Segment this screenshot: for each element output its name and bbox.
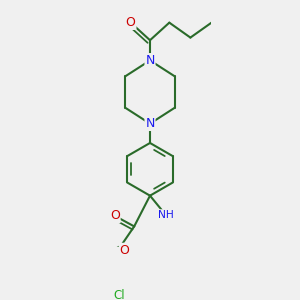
Text: O: O xyxy=(110,209,120,222)
Text: NH: NH xyxy=(158,210,174,220)
Text: Cl: Cl xyxy=(113,289,125,300)
Text: N: N xyxy=(145,117,155,130)
Text: O: O xyxy=(126,16,136,29)
Text: O: O xyxy=(120,244,130,256)
Text: N: N xyxy=(145,54,155,67)
